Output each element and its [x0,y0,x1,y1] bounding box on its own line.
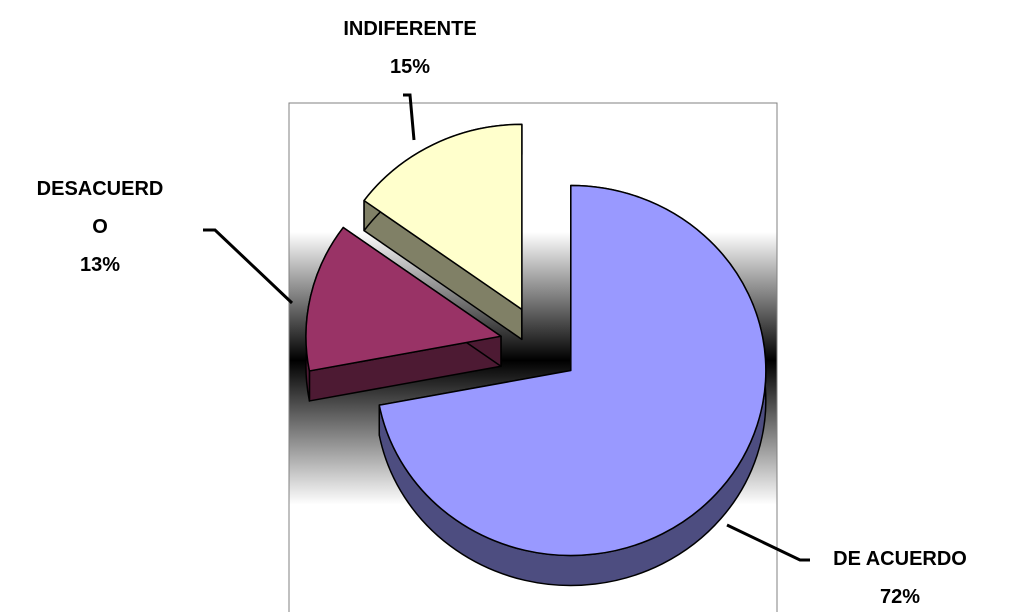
leader-line [726,523,810,562]
slice [305,226,502,372]
category-label: INDIFERENTE [343,18,477,40]
leader-lines [203,93,810,562]
category-label: DESACUERDO [36,178,164,238]
value-label: 13% [79,254,121,276]
slice-label: DESACUERDO 13% [33,170,167,284]
leader-line [203,228,294,305]
leader-line [403,93,416,141]
pie [305,123,767,587]
value-label: 15% [389,56,431,78]
category-label: DE ACUERDO [833,548,967,570]
value-label: 72% [879,586,921,608]
slice-label: DE ACUERDO 72% [815,540,985,612]
slice-label: INDIFERENTE 15% [320,10,500,86]
slice [378,184,767,557]
slice [363,123,523,311]
